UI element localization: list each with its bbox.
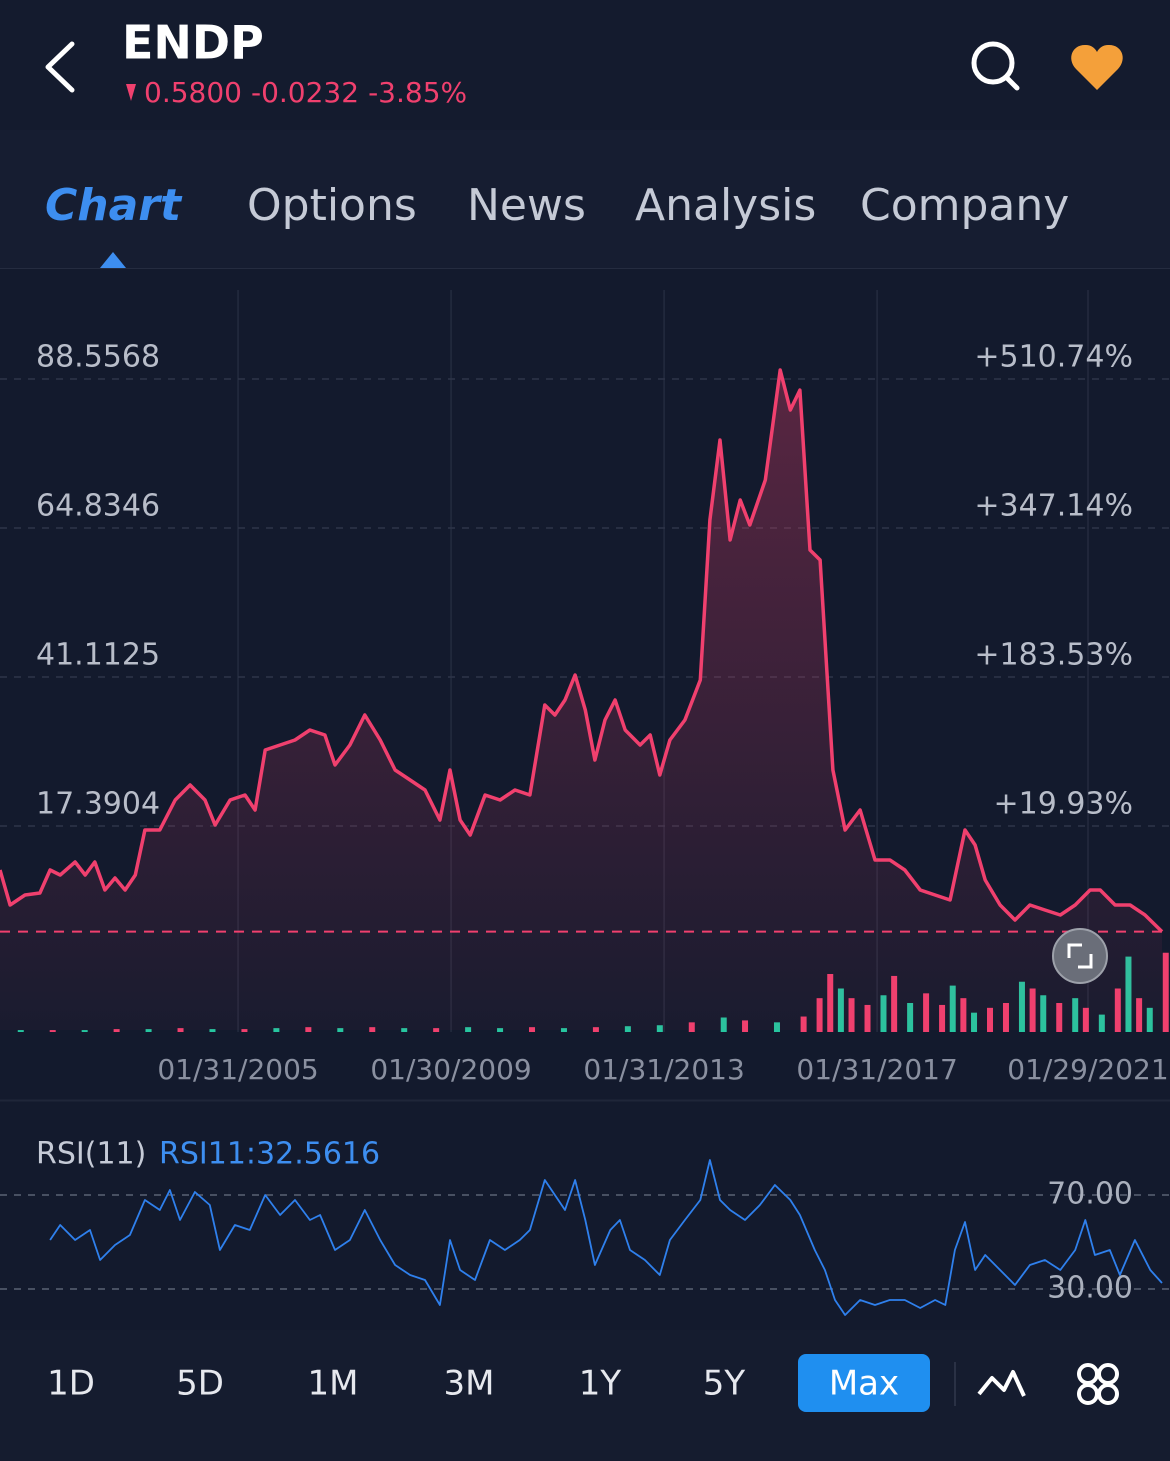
volume-bar bbox=[145, 1029, 152, 1032]
x-tick-label: 01/31/2005 bbox=[157, 1053, 318, 1086]
quote: 0.5800 -0.0232 -3.85% bbox=[144, 76, 467, 109]
volume-bar bbox=[49, 1030, 56, 1032]
range-button[interactable]: 5Y bbox=[703, 1364, 746, 1404]
range-active bbox=[798, 1354, 930, 1412]
tab[interactable]: Analysis bbox=[635, 180, 816, 231]
volume-bar bbox=[81, 1030, 88, 1032]
x-tick-label: 01/31/2013 bbox=[583, 1053, 744, 1086]
search-icon bbox=[971, 41, 1015, 85]
y-tick-label: 30.00 bbox=[1047, 1271, 1133, 1306]
volume-bar bbox=[273, 1028, 280, 1032]
range-button[interactable]: Max bbox=[829, 1364, 899, 1404]
indicator-readout: RSI11:32.5616 bbox=[159, 1137, 380, 1172]
volume-bar bbox=[177, 1028, 184, 1032]
tabs: Chart Options News Analysis Company bbox=[45, 180, 1069, 231]
search-icon bbox=[1004, 75, 1020, 91]
back-icon bbox=[45, 41, 75, 93]
back-button[interactable] bbox=[45, 41, 75, 93]
x-tick-label: 01/29/2021 bbox=[1007, 1053, 1168, 1086]
y-tick-label: 70.00 bbox=[1047, 1177, 1133, 1212]
y-tick-label: 17.3904 bbox=[36, 786, 160, 821]
range-button[interactable]: 1Y bbox=[579, 1364, 622, 1404]
change: -0.0232 bbox=[251, 76, 359, 109]
change-pct: -3.85% bbox=[368, 76, 467, 109]
chart-style-button[interactable] bbox=[977, 1370, 1026, 1397]
tab[interactable]: Options bbox=[247, 180, 417, 231]
volume-bar bbox=[113, 1029, 120, 1032]
favorite-button[interactable] bbox=[1071, 44, 1123, 90]
y2-tick-label: +19.93% bbox=[993, 787, 1133, 822]
y2-tick-label: +347.14% bbox=[974, 489, 1133, 524]
symbol: ENDP bbox=[122, 16, 264, 70]
volume-bar bbox=[241, 1029, 248, 1032]
price-line bbox=[0, 368, 1164, 933]
volume-bar bbox=[1162, 952, 1169, 1032]
range-button[interactable]: 3M bbox=[444, 1364, 495, 1404]
x-tick-label: 01/30/2009 bbox=[370, 1053, 531, 1086]
range-button[interactable]: 1M bbox=[308, 1364, 359, 1404]
down-arrow bbox=[126, 84, 136, 101]
tab[interactable]: Company bbox=[860, 180, 1069, 231]
chart: 01/31/2005 01/30/2009 01/31/2013 01/31/2017… bbox=[0, 290, 1170, 1316]
fullscreen-circle bbox=[1052, 928, 1108, 984]
tab[interactable]: Chart bbox=[45, 180, 183, 231]
indicator-title: RSI(11) bbox=[36, 1137, 146, 1172]
volume-bar bbox=[433, 1028, 440, 1032]
x-tick-label: 01/31/2017 bbox=[796, 1053, 957, 1086]
indicator-line bbox=[49, 1159, 1163, 1316]
tab[interactable]: News bbox=[467, 180, 586, 231]
y-tick-label: 64.8346 bbox=[36, 489, 160, 524]
search-button[interactable] bbox=[971, 41, 1020, 91]
y-tick-label: 88.5568 bbox=[36, 340, 160, 375]
grid-icon bbox=[1097, 1383, 1119, 1405]
range-button[interactable]: 1D bbox=[47, 1364, 95, 1404]
tab-indicator bbox=[100, 252, 126, 268]
y2-tick-label: +510.74% bbox=[974, 340, 1133, 375]
fullscreen-icon bbox=[1078, 954, 1093, 969]
fullscreen-button[interactable] bbox=[1052, 928, 1108, 984]
volume-bar bbox=[401, 1028, 408, 1032]
range-button[interactable]: 5D bbox=[176, 1364, 224, 1404]
y2-tick-label: +183.53% bbox=[974, 638, 1133, 673]
volume-bar bbox=[497, 1028, 504, 1032]
volume-bar bbox=[17, 1030, 24, 1032]
tab-bar bbox=[0, 130, 1170, 268]
volume-bar bbox=[560, 1028, 567, 1032]
y-tick-label: 41.1125 bbox=[36, 638, 160, 673]
fullscreen-icon bbox=[1067, 943, 1082, 958]
range-buttons: 1D 5D 1M 3M 1Y 5Y Max bbox=[47, 1354, 930, 1412]
price: 0.5800 bbox=[144, 76, 242, 109]
range-bar bbox=[0, 1330, 1170, 1461]
volume-bar bbox=[209, 1029, 216, 1032]
indicators-button[interactable] bbox=[1077, 1363, 1119, 1405]
volume-bar bbox=[337, 1028, 344, 1032]
